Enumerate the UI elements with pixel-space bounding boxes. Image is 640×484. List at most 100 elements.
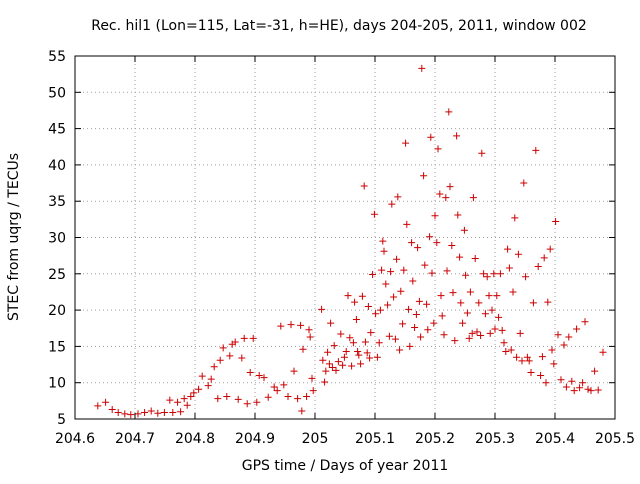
- data-point: [352, 316, 360, 324]
- data-point: [483, 273, 491, 281]
- data-point: [337, 330, 345, 338]
- data-point: [134, 410, 142, 418]
- data-point: [576, 384, 584, 392]
- data-point: [518, 357, 526, 365]
- data-point: [490, 270, 498, 278]
- data-point: [428, 269, 436, 277]
- x-tick-label: 205.4: [535, 431, 575, 447]
- data-point: [290, 367, 298, 375]
- data-point: [355, 351, 363, 359]
- data-point: [443, 267, 451, 275]
- data-point: [147, 407, 155, 415]
- data-point: [340, 353, 348, 361]
- data-point: [284, 392, 292, 400]
- data-point: [480, 270, 488, 278]
- x-tick-label: 205: [302, 431, 329, 447]
- data-point: [370, 210, 378, 218]
- data-point: [496, 270, 504, 278]
- data-point: [332, 366, 340, 374]
- data-point: [399, 320, 407, 328]
- data-point: [477, 332, 485, 340]
- x-tick-label: 205.1: [355, 431, 395, 447]
- data-point: [466, 288, 474, 296]
- data-point: [400, 266, 408, 274]
- y-tick-label: 35: [48, 194, 66, 210]
- data-point: [488, 306, 496, 314]
- data-point: [330, 342, 338, 350]
- data-point: [437, 292, 445, 300]
- data-point: [177, 408, 185, 416]
- data-point: [287, 321, 295, 329]
- data-point: [273, 387, 281, 395]
- data-point: [223, 392, 231, 400]
- data-point: [557, 376, 565, 384]
- data-point: [540, 254, 548, 262]
- data-point: [294, 395, 302, 403]
- data-point: [114, 408, 122, 416]
- data-point: [411, 324, 419, 332]
- data-point: [448, 241, 456, 249]
- data-point: [308, 374, 316, 382]
- data-point: [297, 321, 305, 329]
- data-point: [306, 333, 314, 341]
- data-point: [379, 237, 387, 245]
- data-point: [322, 367, 330, 375]
- x-tick-label: 204.7: [115, 431, 155, 447]
- data-point: [376, 306, 384, 314]
- data-point: [94, 402, 102, 410]
- data-point: [469, 194, 477, 202]
- data-point: [328, 363, 336, 371]
- data-point: [358, 292, 366, 300]
- data-point: [537, 371, 545, 379]
- data-point: [481, 310, 489, 318]
- data-point: [424, 326, 432, 334]
- y-tick-label: 45: [48, 122, 66, 138]
- data-point: [366, 354, 374, 362]
- data-point: [573, 325, 581, 333]
- data-point: [486, 329, 494, 337]
- data-point: [348, 362, 356, 370]
- x-tick-label: 204.8: [175, 431, 215, 447]
- data-point: [246, 369, 254, 377]
- data-point: [375, 339, 383, 347]
- data-point: [514, 250, 522, 258]
- data-point: [414, 244, 422, 252]
- data-point: [108, 406, 116, 414]
- data-point: [431, 212, 439, 220]
- data-point: [303, 392, 311, 400]
- x-tick-label: 204.9: [235, 431, 275, 447]
- data-point: [382, 280, 390, 288]
- data-point: [418, 64, 426, 72]
- chart-title: Rec. hil1 (Lon=115, Lat=-31, h=HE), days…: [91, 18, 587, 34]
- data-point: [154, 409, 162, 417]
- x-tick-label: 205.5: [595, 431, 635, 447]
- data-point: [195, 385, 203, 393]
- data-point: [394, 193, 402, 201]
- y-tick-label: 50: [48, 85, 66, 101]
- data-point: [538, 353, 546, 361]
- data-point: [324, 348, 332, 356]
- data-point: [522, 273, 530, 281]
- data-point: [249, 334, 257, 342]
- data-points: [94, 64, 607, 419]
- x-tick-label: 205.2: [415, 431, 455, 447]
- y-tick-label: 25: [48, 267, 66, 283]
- data-point: [121, 410, 129, 418]
- data-point: [260, 374, 268, 382]
- data-point: [210, 363, 218, 371]
- data-point: [516, 329, 524, 337]
- data-point: [550, 360, 558, 368]
- data-point: [554, 331, 562, 339]
- axis-ticks: 204.6 204.7 204.8 204.9 205 205.1 205.2 205.3 20…: [48, 49, 635, 447]
- data-point: [542, 379, 550, 387]
- data-point: [520, 179, 528, 187]
- data-point: [420, 172, 428, 180]
- data-point: [160, 408, 168, 416]
- data-point: [495, 313, 503, 321]
- data-point: [485, 292, 493, 300]
- data-point: [463, 309, 471, 317]
- data-point: [527, 369, 535, 377]
- data-point: [127, 411, 135, 419]
- data-point: [511, 214, 519, 222]
- data-point: [415, 297, 423, 305]
